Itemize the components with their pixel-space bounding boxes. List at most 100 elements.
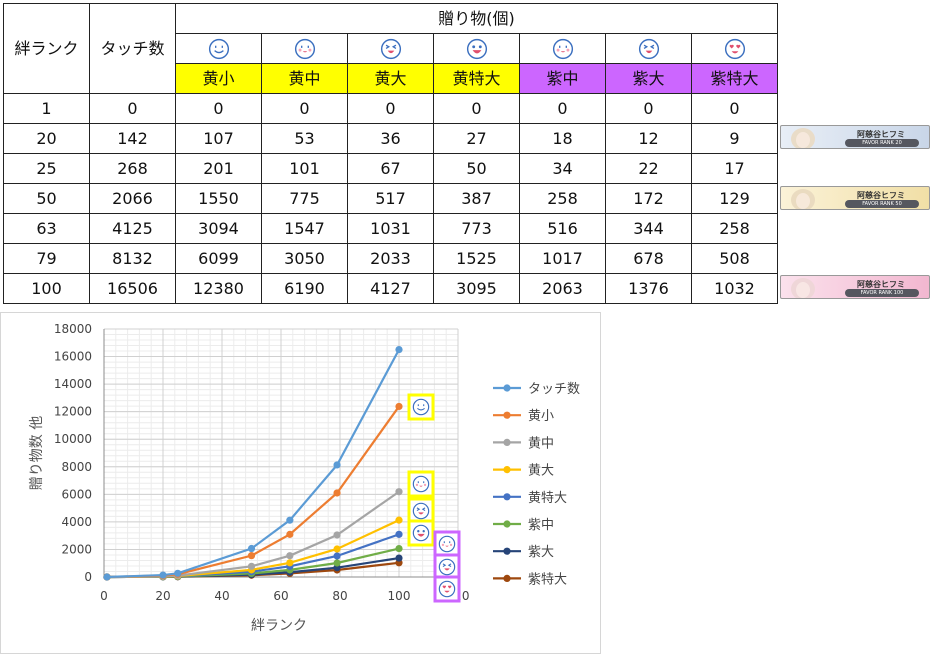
x-tick-label: 40 xyxy=(214,589,229,603)
legend-label: 紫中 xyxy=(528,518,554,533)
rank-header: 絆ランク xyxy=(3,3,90,94)
y-tick-label: 18000 xyxy=(54,322,92,336)
table-cell: 20 xyxy=(3,123,90,154)
favor-rank-50-banner: 阿慈谷ヒフミ FAVOR RANK 50 xyxy=(780,186,930,210)
legend-label: 黄大 xyxy=(528,464,554,479)
gift-face-cell xyxy=(433,33,520,64)
table-cell: 6099 xyxy=(175,243,262,274)
banner-rank-label: FAVOR RANK 20 xyxy=(845,139,919,147)
table-cell: 50 xyxy=(433,153,520,184)
table-cell: 2066 xyxy=(89,183,176,214)
line-chart: 0 2000 4000 6000 8000 10000 12000 14000 16000 180… xyxy=(0,312,601,654)
x-tick-label: 20 xyxy=(155,589,170,603)
table-cell: 16506 xyxy=(89,273,176,304)
table-cell: 107 xyxy=(175,123,262,154)
table-cell: 3050 xyxy=(261,243,348,274)
y-tick-label: 12000 xyxy=(54,405,92,419)
data-point xyxy=(333,461,341,469)
gift-annotation-icon xyxy=(433,553,461,581)
gift-face-cell xyxy=(175,33,262,64)
table-cell: 0 xyxy=(519,93,606,124)
legend-swatch-marker xyxy=(503,493,511,501)
gift-column-header: 紫大 xyxy=(605,63,692,94)
legend-entry: 黄大 xyxy=(493,464,554,479)
data-point xyxy=(395,488,403,496)
data-point xyxy=(103,573,111,581)
table-cell: 1032 xyxy=(691,273,778,304)
table-cell: 6190 xyxy=(261,273,348,304)
y-tick-label: 4000 xyxy=(61,515,92,529)
banner-rank-label: FAVOR RANK 50 xyxy=(845,200,919,208)
data-point xyxy=(247,544,256,553)
gift-annotation-icon xyxy=(407,470,435,498)
table-cell: 63 xyxy=(3,213,90,244)
table-cell: 268 xyxy=(89,153,176,184)
data-point xyxy=(286,552,294,560)
table-cell: 516 xyxy=(519,213,606,244)
table-cell: 67 xyxy=(347,153,434,184)
gift-column-header: 黄特大 xyxy=(433,63,520,94)
wink-face-icon xyxy=(638,38,659,59)
legend-entry: 黄小 xyxy=(493,409,554,424)
table-cell: 3094 xyxy=(175,213,262,244)
table-cell: 129 xyxy=(691,183,778,214)
table-cell: 258 xyxy=(519,183,606,214)
gift-face-cell xyxy=(605,33,692,64)
legend-swatch-marker xyxy=(503,411,511,419)
favor-rank-20-banner: 阿慈谷ヒフミ FAVOR RANK 20 xyxy=(780,125,930,149)
table-cell: 12380 xyxy=(175,273,262,304)
legend-entry: 紫特大 xyxy=(493,572,567,587)
table-cell: 79 xyxy=(3,243,90,274)
table-cell: 27 xyxy=(433,123,520,154)
data-point xyxy=(395,516,403,524)
x-axis-title: 絆ランク xyxy=(251,618,307,634)
legend-entry: 黄中 xyxy=(493,436,554,451)
y-tick-label: 10000 xyxy=(54,432,92,446)
legend-label: 紫大 xyxy=(528,545,554,560)
table-cell: 508 xyxy=(691,243,778,274)
legend-label: タッチ数 xyxy=(528,382,580,397)
table-row: 25 268 201 101 67 50 34 22 17 xyxy=(3,153,778,184)
wink-face-icon xyxy=(412,502,430,520)
table-row: 20 142 107 53 36 27 18 12 9 xyxy=(3,123,778,154)
legend-swatch-marker xyxy=(503,384,511,392)
x-tick-label: 0 xyxy=(100,589,108,603)
table-cell: 678 xyxy=(605,243,692,274)
data-point xyxy=(395,402,403,411)
table-cell: 2033 xyxy=(347,243,434,274)
blush-face-icon xyxy=(294,38,315,59)
table-cell: 25 xyxy=(3,153,90,184)
table-cell: 258 xyxy=(691,213,778,244)
table-cell: 517 xyxy=(347,183,434,214)
gift-annotation-icon xyxy=(407,519,435,547)
gift-face-cell xyxy=(691,33,778,64)
table-cell: 0 xyxy=(433,93,520,124)
x-tick-label: 60 xyxy=(273,589,288,603)
table-cell: 172 xyxy=(605,183,692,214)
x-tick-label: 80 xyxy=(332,589,347,603)
legend-label: 黄中 xyxy=(528,436,554,451)
character-portrait-icon xyxy=(791,189,815,209)
grin-face-icon xyxy=(466,38,487,59)
legend-swatch-marker xyxy=(503,520,511,528)
table-cell: 50 xyxy=(3,183,90,214)
y-tick-label: 0 xyxy=(84,570,92,584)
table-cell: 1550 xyxy=(175,183,262,214)
data-point xyxy=(247,552,256,560)
banner-character-name: 阿慈谷ヒフミ xyxy=(857,280,905,289)
y-tick-label: 14000 xyxy=(54,377,92,391)
table-cell: 8132 xyxy=(89,243,176,274)
gift-annotation-icon xyxy=(407,497,435,525)
character-portrait-icon xyxy=(791,278,815,298)
blush-face-icon xyxy=(552,38,573,59)
legend-swatch-marker xyxy=(503,547,511,555)
data-point xyxy=(159,571,167,579)
hearts-face-icon xyxy=(438,580,456,598)
gift-annotation-icon xyxy=(433,575,461,603)
y-axis-title: 贈り物数 他 xyxy=(29,416,45,490)
data-point xyxy=(286,530,294,538)
gift-annotation-icon xyxy=(407,393,435,421)
data-point xyxy=(395,544,403,553)
table-cell: 4125 xyxy=(89,213,176,244)
table-cell: 1031 xyxy=(347,213,434,244)
